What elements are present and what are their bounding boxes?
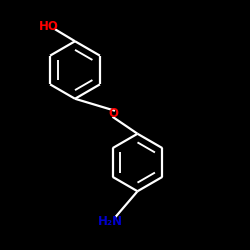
Text: HO: HO — [39, 20, 59, 33]
Text: H₂N: H₂N — [98, 215, 122, 228]
Text: O: O — [109, 107, 119, 120]
